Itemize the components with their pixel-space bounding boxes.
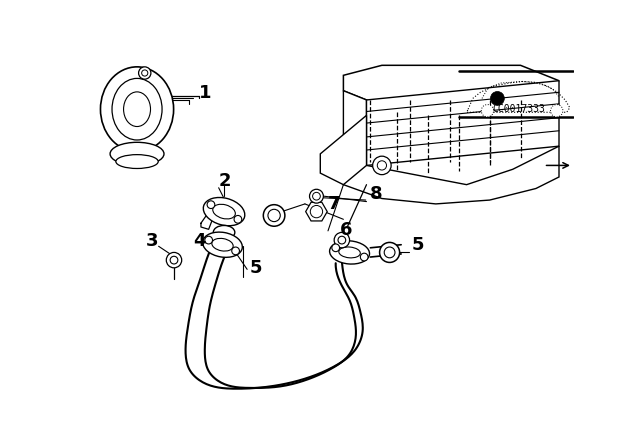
Ellipse shape <box>100 67 173 151</box>
Text: 5: 5 <box>250 259 262 277</box>
Ellipse shape <box>112 78 162 140</box>
Text: 7: 7 <box>328 195 340 213</box>
Circle shape <box>207 201 215 208</box>
Text: 4: 4 <box>193 232 205 250</box>
Text: 3: 3 <box>147 232 159 250</box>
Polygon shape <box>344 91 367 165</box>
Ellipse shape <box>116 155 158 168</box>
Circle shape <box>232 247 239 255</box>
Circle shape <box>310 190 323 203</box>
Circle shape <box>490 91 504 105</box>
Circle shape <box>334 233 349 248</box>
Circle shape <box>234 215 242 223</box>
Text: 2: 2 <box>219 172 231 190</box>
Circle shape <box>141 70 148 76</box>
Text: CC0017333: CC0017333 <box>493 103 545 113</box>
Circle shape <box>205 236 212 244</box>
Ellipse shape <box>203 232 243 257</box>
Text: 6: 6 <box>340 221 352 239</box>
Circle shape <box>360 253 368 261</box>
Polygon shape <box>320 116 367 185</box>
Ellipse shape <box>213 225 235 239</box>
Circle shape <box>378 161 387 170</box>
Ellipse shape <box>263 205 285 226</box>
Text: 5: 5 <box>411 236 424 254</box>
Polygon shape <box>306 202 327 221</box>
Text: 8: 8 <box>371 185 383 202</box>
Polygon shape <box>367 81 559 165</box>
Circle shape <box>550 104 563 117</box>
Ellipse shape <box>212 238 233 251</box>
Circle shape <box>312 192 320 200</box>
Ellipse shape <box>212 204 236 219</box>
Ellipse shape <box>380 242 399 263</box>
Ellipse shape <box>124 92 150 126</box>
Circle shape <box>170 256 178 264</box>
Circle shape <box>372 156 391 175</box>
Ellipse shape <box>268 209 280 222</box>
Circle shape <box>310 206 323 218</box>
Polygon shape <box>344 146 559 204</box>
Ellipse shape <box>110 142 164 165</box>
Ellipse shape <box>384 247 395 258</box>
Ellipse shape <box>339 247 360 258</box>
Circle shape <box>332 244 340 252</box>
Ellipse shape <box>330 241 369 264</box>
Text: 1: 1 <box>198 84 211 103</box>
Circle shape <box>481 104 493 117</box>
Circle shape <box>338 236 346 244</box>
Circle shape <box>139 67 151 79</box>
Ellipse shape <box>204 198 244 226</box>
Polygon shape <box>344 65 559 116</box>
Circle shape <box>166 252 182 268</box>
